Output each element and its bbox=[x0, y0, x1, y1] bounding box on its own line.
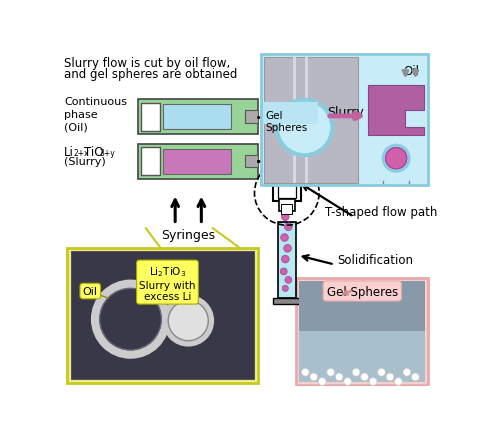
Bar bbox=[163, 105, 230, 130]
Bar bbox=[273, 298, 300, 304]
Bar bbox=[279, 163, 295, 175]
Circle shape bbox=[168, 301, 208, 341]
Bar bbox=[245, 156, 258, 168]
Bar bbox=[279, 200, 295, 212]
Circle shape bbox=[318, 378, 326, 385]
Circle shape bbox=[344, 378, 351, 385]
Bar bbox=[67, 248, 258, 383]
Circle shape bbox=[165, 298, 211, 344]
Circle shape bbox=[395, 378, 402, 385]
Text: Li$_2$TiO$_3$
Slurry with
excess Li: Li$_2$TiO$_3$ Slurry with excess Li bbox=[139, 265, 196, 302]
Text: 3+y: 3+y bbox=[100, 149, 116, 158]
Text: Slurry flow is cut by oil flow,: Slurry flow is cut by oil flow, bbox=[64, 57, 230, 70]
Circle shape bbox=[378, 368, 385, 376]
Bar bbox=[141, 104, 160, 131]
Text: Oil: Oil bbox=[83, 286, 98, 296]
Bar bbox=[293, 57, 296, 184]
Circle shape bbox=[361, 373, 369, 381]
Circle shape bbox=[282, 286, 288, 292]
Bar bbox=[141, 148, 160, 176]
Bar bbox=[138, 100, 258, 135]
Text: Syringes: Syringes bbox=[161, 228, 216, 241]
Text: 2+x: 2+x bbox=[73, 149, 89, 158]
Circle shape bbox=[369, 378, 377, 385]
Text: Oil: Oil bbox=[404, 64, 420, 77]
Circle shape bbox=[281, 214, 289, 221]
Circle shape bbox=[403, 368, 411, 376]
Bar bbox=[71, 252, 254, 379]
Circle shape bbox=[280, 268, 287, 275]
Circle shape bbox=[281, 256, 289, 263]
Text: and gel spheres are obtained: and gel spheres are obtained bbox=[64, 67, 238, 80]
Bar bbox=[281, 205, 292, 214]
Bar bbox=[299, 282, 425, 381]
Bar bbox=[163, 150, 230, 174]
Text: Gel
Spheres: Gel Spheres bbox=[265, 111, 308, 133]
Bar bbox=[264, 57, 359, 184]
Bar bbox=[304, 57, 308, 184]
Text: Gel Spheres: Gel Spheres bbox=[327, 285, 398, 298]
Bar bbox=[263, 103, 318, 124]
Bar bbox=[277, 223, 296, 298]
Text: Solidification: Solidification bbox=[337, 254, 413, 267]
Circle shape bbox=[277, 101, 332, 156]
Circle shape bbox=[301, 368, 309, 376]
Circle shape bbox=[285, 224, 292, 231]
Text: TiO: TiO bbox=[84, 146, 104, 159]
Text: Slurry: Slurry bbox=[327, 106, 364, 119]
Circle shape bbox=[386, 373, 394, 381]
Circle shape bbox=[285, 277, 292, 284]
Circle shape bbox=[327, 368, 335, 376]
Circle shape bbox=[310, 373, 318, 381]
Text: T-shaped flow path: T-shaped flow path bbox=[324, 206, 437, 219]
Circle shape bbox=[336, 373, 343, 381]
Bar bbox=[299, 332, 425, 381]
Text: (Slurry): (Slurry) bbox=[64, 157, 106, 167]
Bar bbox=[296, 279, 429, 385]
Polygon shape bbox=[369, 86, 424, 136]
Bar bbox=[262, 55, 428, 186]
Circle shape bbox=[411, 373, 419, 381]
Bar bbox=[273, 179, 300, 202]
Circle shape bbox=[385, 148, 407, 170]
Bar bbox=[281, 164, 292, 173]
Text: Continuous
phase
(Oil): Continuous phase (Oil) bbox=[64, 97, 127, 132]
Circle shape bbox=[352, 368, 360, 376]
Bar bbox=[245, 111, 258, 124]
Text: Li: Li bbox=[64, 146, 74, 159]
Circle shape bbox=[281, 234, 288, 242]
Bar bbox=[277, 183, 296, 198]
Circle shape bbox=[284, 245, 291, 253]
Bar bbox=[138, 144, 258, 180]
